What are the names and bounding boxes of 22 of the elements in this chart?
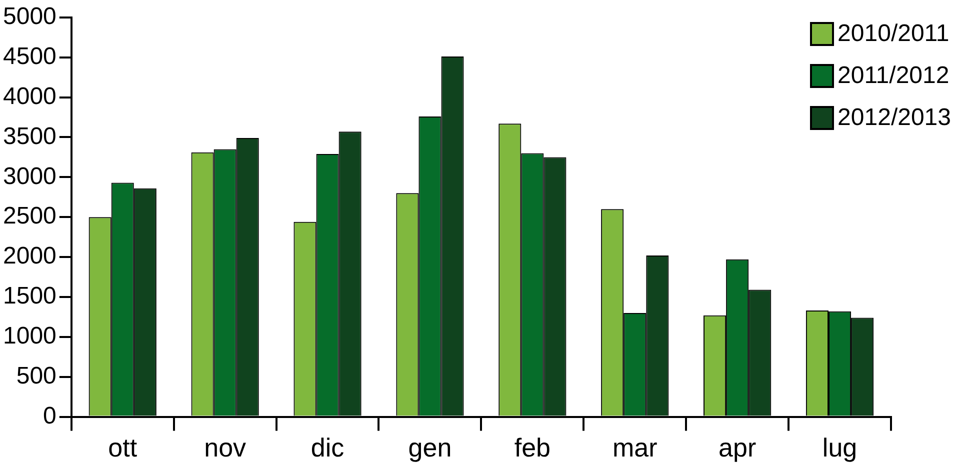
- y-tick-label: 5000: [3, 3, 56, 30]
- legend-label: 2011/2012: [838, 62, 950, 90]
- y-tick-label: 1000: [3, 322, 56, 350]
- y-tick-label: 1500: [3, 282, 56, 310]
- y-tick-label: 500: [16, 362, 56, 390]
- legend-label: 2010/2011: [838, 20, 950, 48]
- x-tick-label: dic: [310, 432, 344, 463]
- y-tick-label: 2500: [3, 202, 56, 230]
- y-tick-label: 2000: [3, 242, 56, 270]
- y-tick-label: 3500: [3, 122, 56, 150]
- y-tick-label: 0: [43, 402, 56, 430]
- x-tick-label: ott: [108, 432, 138, 463]
- y-tick-label: 4000: [3, 82, 56, 110]
- y-tick-label: 3000: [3, 162, 56, 190]
- x-tick-label: feb: [514, 432, 550, 463]
- x-tick-label: lug: [822, 432, 858, 463]
- x-tick-label: apr: [718, 432, 756, 463]
- x-tick-label: mar: [612, 432, 658, 463]
- legend-label: 2012/2013: [838, 104, 951, 132]
- x-tick-label: gen: [408, 432, 452, 463]
- x-tick-label: nov: [204, 432, 246, 463]
- y-tick-label: 4500: [3, 42, 56, 70]
